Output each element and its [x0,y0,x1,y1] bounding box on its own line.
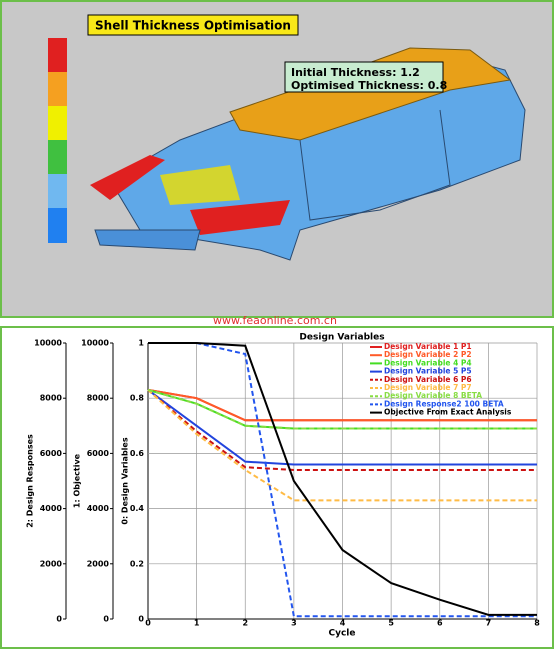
chart-title: Design Variables [299,333,384,343]
annotation: Initial Thickness: 1.2 [291,66,420,79]
y-tick-label: 0.4 [130,504,145,513]
y-tick-label: 1 [138,339,144,348]
y-tick-label: 4000 [40,504,63,513]
y-tick-label: 0.6 [130,449,145,458]
x-axis-label: Cycle [329,629,356,639]
y-tick-label: 0.8 [130,394,145,403]
series-line [147,388,537,422]
series-line [147,388,537,430]
x-tick-label: 5 [388,619,394,628]
title-box [87,14,299,36]
series-line [148,342,537,616]
annotation: Optimised Thickness: 0.8 [291,79,447,92]
x-tick-label: 2 [242,619,248,628]
y-tick-label: 8000 [87,394,110,403]
legend-entry: Design Variable 7 P7 [384,383,472,392]
watermark: www.feaonline.com.cn [213,314,337,327]
y-tick-label: 0 [138,615,144,624]
x-tick-label: 3 [291,619,297,628]
y-tick-label: 0 [56,615,62,624]
y-tick-label: 6000 [40,449,63,458]
color-scale [48,38,67,243]
y-tick-label: 0.2 [130,559,144,568]
y-tick-label: 2000 [40,559,63,568]
series-line [148,342,537,618]
y-axis-label: 1: Objective [73,453,82,508]
legend-entry: Design Variable 4 P4 [384,358,472,367]
chart-panel [0,326,554,649]
x-tick-label: 7 [486,619,492,628]
x-tick-label: 0 [145,619,151,628]
legend-entry: Design Variable 6 P6 [384,375,472,384]
legend-entry: Design Variable 2 P2 [384,350,472,359]
legend-entry: Objective From Exact Analysis [384,408,512,417]
y-tick-label: 10000 [34,339,62,348]
y-tick-label: 10000 [81,339,109,348]
y-axis-label: 2: Design Responses [26,434,35,528]
series-line [147,389,537,502]
legend-entry: Design Response2 100 BETA [384,399,504,408]
legend-entry: Design Variable 8 BETA [384,391,482,400]
series-line [147,389,537,466]
y-tick-label: 6000 [87,449,110,458]
series-line [147,389,537,471]
x-tick-label: 1 [194,619,200,628]
y-tick-label: 0 [103,615,109,624]
legend-entry: Design Variable 5 P5 [384,367,472,376]
annotation-box [284,61,444,93]
x-tick-label: 4 [340,619,346,628]
legend-entry: Design Variable 1 P1 [384,342,472,351]
x-tick-label: 6 [437,619,443,628]
y-axis-label: 0: Design Variables [121,437,130,524]
y-tick-label: 4000 [87,504,110,513]
y-tick-label: 2000 [87,559,110,568]
render-title: Shell Thickness Optimisation [95,19,291,33]
y-tick-label: 8000 [40,394,63,403]
x-tick-label: 8 [534,619,540,628]
